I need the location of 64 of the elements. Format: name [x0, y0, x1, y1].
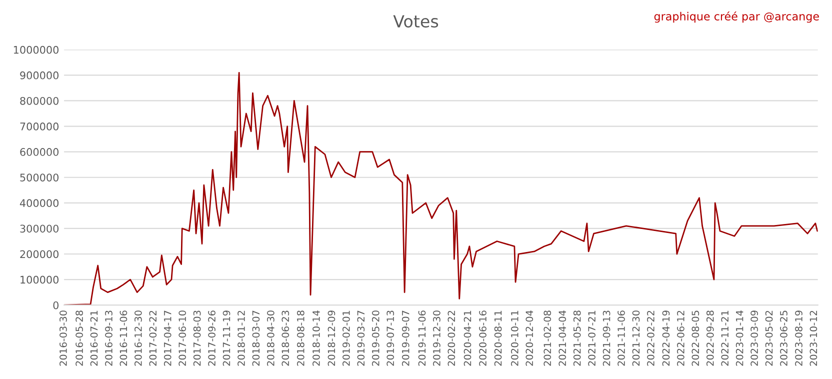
x-tick-label: 2021-12-30 — [632, 310, 640, 366]
x-tick-label: 2019-05-20 — [372, 310, 380, 366]
x-tick-label: 2022-04-19 — [662, 310, 670, 366]
x-tick-label: 2019-11-06 — [418, 310, 426, 366]
y-tick-label: 300000 — [20, 224, 59, 233]
x-tick-label: 2017-04-17 — [164, 310, 172, 366]
x-tick-label: 2021-11-06 — [618, 310, 625, 366]
x-tick-label: 2020-06-16 — [479, 310, 486, 366]
x-tick-label: 2018-12-09 — [328, 310, 336, 366]
x-tick-label: 2020-08-11 — [494, 310, 502, 366]
x-tick-label: 2018-03-07 — [252, 310, 260, 366]
y-tick-label: 0 — [53, 301, 59, 310]
x-tick-label: 2022-09-28 — [706, 310, 714, 366]
x-tick-label: 2020-04-21 — [464, 310, 472, 366]
x-tick-label: 2016-07-21 — [90, 310, 98, 366]
x-tick-label: 2018-01-12 — [238, 310, 245, 366]
x-tick-label: 2016-11-06 — [120, 310, 128, 366]
x-tick-label: 2017-08-03 — [193, 310, 201, 366]
y-tick-label: 800000 — [20, 96, 59, 105]
x-tick-label: 2022-02-22 — [647, 310, 654, 366]
x-tick-label: 2020-12-04 — [526, 310, 534, 366]
y-tick-label: 500000 — [20, 174, 59, 182]
y-tick-label: 100000 — [20, 276, 59, 284]
x-tick-label: 2023-10-12 — [810, 310, 818, 366]
x-tick-label: 2018-08-18 — [296, 310, 304, 366]
x-tick-label: 2021-04-04 — [558, 310, 566, 366]
x-tick-label: 2016-09-13 — [105, 310, 112, 366]
x-tick-label: 2018-06-23 — [282, 310, 290, 366]
y-tick-label: 700000 — [20, 122, 59, 130]
y-tick-label: 1000000 — [14, 46, 59, 54]
x-tick-label: 2022-11-21 — [721, 310, 729, 366]
x-tick-label: 2019-09-07 — [402, 310, 410, 366]
x-tick-label: 2016-12-30 — [134, 310, 142, 366]
x-tick-label: 2023-05-02 — [765, 310, 773, 366]
text: graphique créé par @arcange — [654, 11, 819, 23]
x-tick-label: 2023-06-25 — [780, 310, 788, 366]
x-tick-label: 2017-09-26 — [208, 310, 216, 366]
x-tick-label: 2018-04-30 — [266, 310, 274, 366]
x-tick-label: 2019-02-01 — [342, 310, 350, 366]
x-tick-label: 2020-02-22 — [448, 310, 456, 366]
x-tick-label: 2016-05-28 — [76, 310, 83, 366]
x-tick-label: 2018-10-14 — [312, 310, 320, 366]
x-tick-label: 2023-08-19 — [795, 310, 802, 366]
x-tick-label: 2022-08-05 — [692, 310, 700, 366]
y-tick-label: 400000 — [20, 199, 59, 208]
x-tick-label: 2020-10-11 — [510, 310, 518, 366]
y-tick-label: 600000 — [20, 148, 59, 156]
x-tick-label: 2017-11-19 — [222, 310, 230, 366]
x-tick-label: 2017-06-10 — [178, 310, 186, 366]
x-tick-label: 2023-01-14 — [736, 310, 744, 366]
x-tick-label: 2019-03-27 — [357, 310, 365, 366]
y-tick-label: 200000 — [20, 250, 59, 258]
x-tick-label: 2021-09-13 — [602, 310, 610, 366]
x-tick-label: 2021-05-28 — [573, 310, 581, 366]
x-tick-label: 2023-03-09 — [750, 310, 758, 366]
x-tick-label: 2017-02-22 — [149, 310, 157, 366]
x-tick-label: 2019-07-13 — [386, 310, 394, 366]
x-tick-label: 2016-03-30 — [60, 310, 67, 366]
x-tick-label: 2021-02-08 — [544, 310, 552, 366]
y-tick-label: 900000 — [20, 71, 59, 80]
x-tick-label: 2022-06-12 — [677, 310, 684, 366]
x-tick-label: 2021-07-21 — [588, 310, 596, 366]
chart-title: Votes — [393, 15, 438, 28]
x-tick-label: 2019-12-30 — [433, 310, 440, 366]
